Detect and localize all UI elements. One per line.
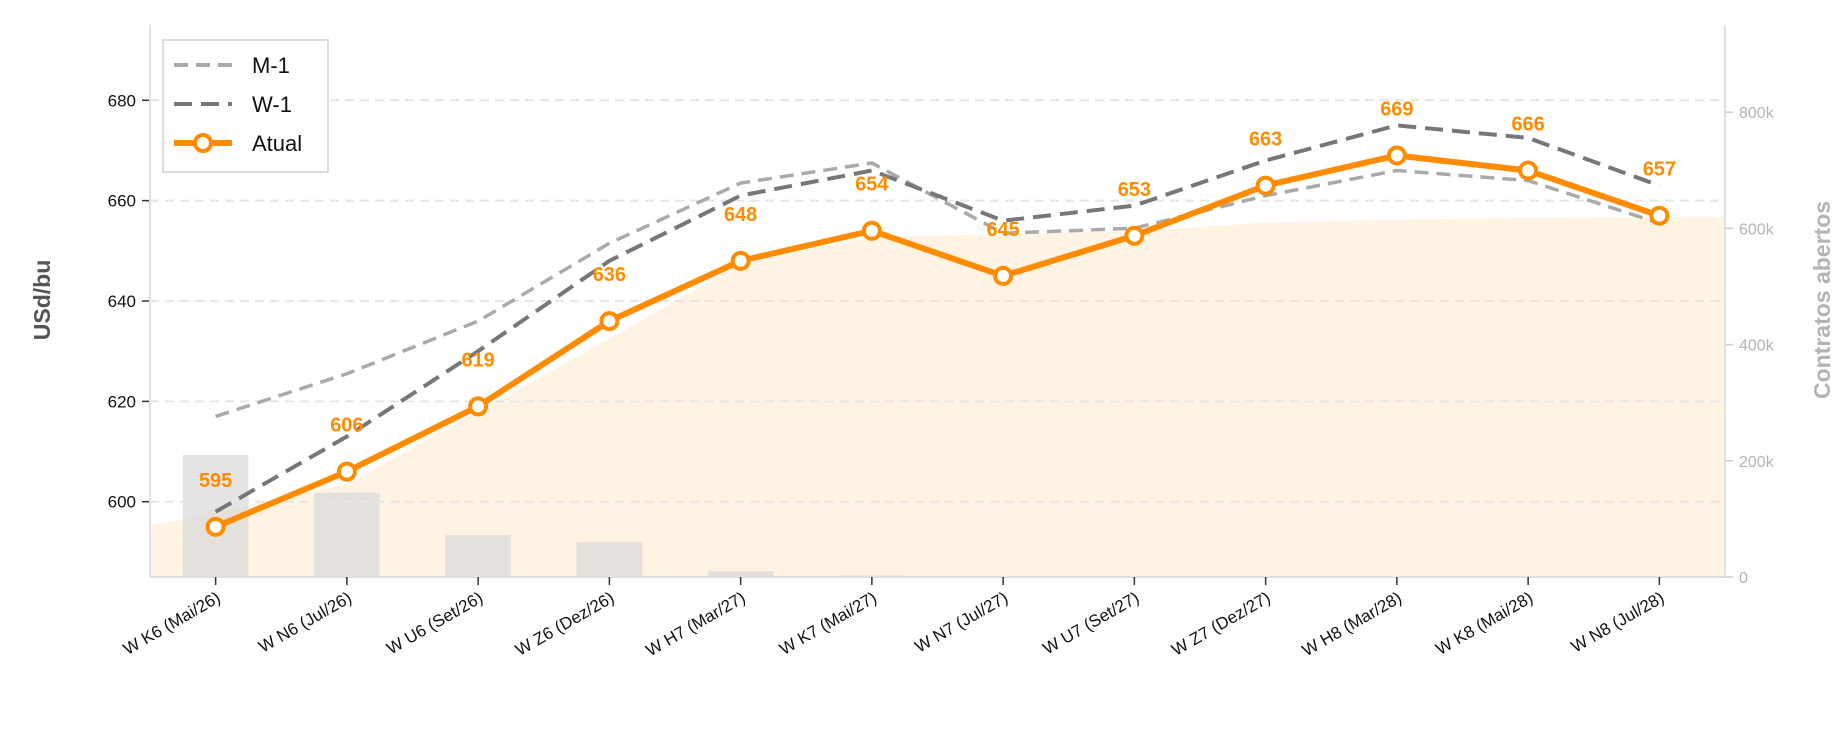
y-tick-label: 640 <box>108 292 136 311</box>
series-line-m-1 <box>215 161 1660 419</box>
x-tick-label: W K6 (Mai/26) <box>120 588 224 659</box>
y-axis-title: USd/bu <box>29 260 55 341</box>
series-line-atual <box>214 152 1661 530</box>
series-line-w-1 <box>214 123 1661 514</box>
x-tick-label: W N8 (Jul/28) <box>1568 588 1667 656</box>
y2-axis-title: Contratos abertos <box>1809 201 1835 399</box>
data-label: 606 <box>330 415 363 437</box>
open-interest-bar <box>314 492 380 577</box>
series-point-atual <box>993 265 1014 286</box>
open-interest-area <box>150 216 1725 577</box>
y-tick-label: 600 <box>108 493 136 512</box>
x-tick-label: W H8 (Mar/28) <box>1299 588 1405 660</box>
series-point-atual <box>468 396 489 417</box>
x-tick-label: W K7 (Mai/27) <box>776 588 880 659</box>
legend: M-1 W-1 Atual <box>162 39 329 173</box>
series-point-atual <box>599 311 620 332</box>
data-label: 654 <box>855 174 889 196</box>
series-point-atual <box>730 250 751 271</box>
series-point-atual <box>1518 160 1539 181</box>
grid-layer <box>150 99 1725 503</box>
open-interest-area-layer <box>150 216 1725 577</box>
series-point-atual <box>1386 145 1407 166</box>
x-tick-label: W K8 (Mai/28) <box>1433 588 1537 659</box>
data-label: 636 <box>593 264 626 286</box>
open-interest-bar <box>576 542 643 577</box>
x-tick-label: W Z6 (Dez/26) <box>512 588 617 660</box>
y-tick-label: 620 <box>108 392 136 411</box>
data-label: 653 <box>1118 179 1151 201</box>
series-lines-layer <box>205 123 1670 537</box>
y-tick-label: 680 <box>108 91 136 110</box>
data-label: 663 <box>1249 129 1282 151</box>
y2-tick-label: 600k <box>1739 221 1775 238</box>
y2-tick-label: 0 <box>1739 570 1748 587</box>
x-tick-label: W U7 (Set/27) <box>1040 588 1143 658</box>
y2-tick-label: 800k <box>1739 105 1775 122</box>
x-tick-label: W Z7 (Dez/27) <box>1168 588 1273 660</box>
y2-tick-label: 400k <box>1739 338 1775 355</box>
data-label: 648 <box>724 204 757 226</box>
data-label: 669 <box>1380 98 1413 120</box>
legend-label: W-1 <box>252 92 292 117</box>
legend-marker-atual <box>193 133 213 153</box>
data-label: 619 <box>461 349 494 371</box>
x-tick-label: W U6 (Set/26) <box>383 588 486 658</box>
data-label: 666 <box>1511 114 1544 136</box>
legend-label: M-1 <box>252 53 290 78</box>
data-label: 657 <box>1643 159 1676 181</box>
series-point-atual <box>861 220 882 241</box>
data-labels-layer: 595 606 619 636 648 654 645 653 663 669 666 657 <box>199 98 1676 491</box>
series-point-atual <box>205 516 226 537</box>
series-point-atual <box>1124 225 1145 246</box>
x-tick-label: W N7 (Jul/27) <box>912 588 1011 656</box>
legend-label: Atual <box>252 131 302 156</box>
y-tick-label: 660 <box>108 192 136 211</box>
x-tick-label: W N6 (Jul/26) <box>255 588 354 656</box>
data-label: 595 <box>199 470 232 492</box>
open-interest-bar <box>707 571 774 577</box>
x-tick-label: W H7 (Mar/27) <box>643 588 749 660</box>
open-interest-bar <box>445 535 511 577</box>
series-point-atual <box>1649 205 1670 226</box>
data-label: 645 <box>986 219 1019 241</box>
y2-tick-label: 200k <box>1739 454 1775 471</box>
series-point-atual <box>336 461 357 482</box>
series-point-atual <box>1255 175 1276 196</box>
